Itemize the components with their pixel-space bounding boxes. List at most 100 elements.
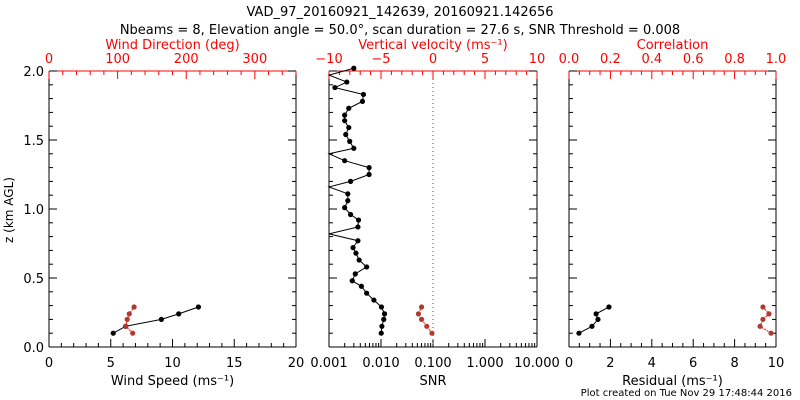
data-point-wind-speed xyxy=(158,316,164,322)
data-point-snr xyxy=(345,191,351,197)
data-point-wind-speed xyxy=(195,304,202,310)
top-x-tick-label: −10 xyxy=(315,52,342,67)
data-point-snr xyxy=(379,323,385,329)
y-tick-label: 2.0 xyxy=(23,65,44,80)
x-tick-label: 10.000 xyxy=(514,356,560,371)
data-point-residual xyxy=(595,316,601,322)
top-x-axis-label: Correlation xyxy=(637,38,709,53)
data-point-correlation xyxy=(768,330,774,336)
data-point-residual xyxy=(576,330,582,336)
top-x-tick-label: 300 xyxy=(242,52,267,67)
data-point-correlation xyxy=(760,304,766,310)
x-tick-label: 5 xyxy=(107,356,115,371)
data-point-residual xyxy=(589,323,595,329)
data-point-snr xyxy=(355,217,362,223)
data-point-snr xyxy=(366,165,372,171)
y-tick-label: 0.0 xyxy=(23,341,44,356)
top-x-tick-label: 0.0 xyxy=(559,52,580,67)
data-point-snr xyxy=(349,278,355,284)
x-axis-label: SNR xyxy=(419,374,446,389)
data-point-snr xyxy=(381,316,387,322)
series-line-residual xyxy=(578,306,610,334)
data-point-wind-direction xyxy=(123,323,129,329)
x-tick-label: 0 xyxy=(45,356,53,371)
data-point-snr xyxy=(381,311,388,317)
data-point-snr xyxy=(346,105,352,111)
x-axis-label: Wind Speed (ms⁻¹) xyxy=(111,374,234,389)
top-x-tick-label: 200 xyxy=(174,52,199,67)
data-point-snr xyxy=(355,224,361,230)
data-point-snr xyxy=(347,138,353,144)
data-point-snr xyxy=(353,250,359,256)
data-point-vertical-velocity xyxy=(418,304,425,310)
top-x-tick-label: 0.4 xyxy=(641,52,662,67)
top-x-tick-label: 0.2 xyxy=(600,52,621,67)
footer-text: Plot created on Tue Nov 29 17:48:44 2016 xyxy=(581,388,792,399)
data-point-snr xyxy=(345,198,351,204)
top-x-tick-label: 0.8 xyxy=(724,52,745,67)
chart-title: VAD_97_20160921_142639, 20160921.142656 xyxy=(247,5,554,20)
data-point-snr xyxy=(344,79,350,85)
y-axis-label: z (km AGL) xyxy=(2,177,16,243)
x-tick-label: 15 xyxy=(226,356,243,371)
data-point-snr xyxy=(364,264,370,270)
data-point-snr xyxy=(378,330,384,336)
data-point-snr xyxy=(351,145,357,151)
series-line-correlation xyxy=(759,306,772,334)
x-axis-label: Residual (ms⁻¹) xyxy=(622,374,723,389)
data-point-snr xyxy=(342,118,348,124)
x-tick-label: 0.001 xyxy=(310,356,347,371)
data-point-snr xyxy=(355,238,361,244)
top-x-tick-label: 10 xyxy=(529,52,546,67)
x-tick-label: 1.000 xyxy=(466,356,503,371)
x-tick-label: 2 xyxy=(606,356,614,371)
x-tick-label: 10 xyxy=(768,356,785,371)
data-point-vertical-velocity xyxy=(429,330,435,336)
data-point-snr xyxy=(364,290,370,296)
data-point-snr xyxy=(366,171,372,178)
data-point-snr xyxy=(332,84,338,91)
top-x-tick-label: 0 xyxy=(429,52,437,67)
data-point-snr xyxy=(350,245,356,251)
data-point-snr xyxy=(342,158,348,164)
x-tick-label: 0 xyxy=(565,356,573,371)
data-point-correlation xyxy=(766,311,772,317)
chart-subtitle: Nbeams = 8, Elevation angle = 50.0°, sca… xyxy=(120,23,680,38)
x-tick-label: 10 xyxy=(164,356,181,371)
top-x-tick-label: 0.6 xyxy=(683,52,704,67)
data-point-wind-direction xyxy=(124,316,130,322)
data-point-snr xyxy=(342,205,348,211)
data-point-residual xyxy=(593,311,599,317)
data-point-wind-direction xyxy=(131,304,137,310)
top-x-tick-label: −5 xyxy=(371,52,390,67)
top-x-axis-label: Vertical velocity (ms⁻¹) xyxy=(358,38,507,53)
data-point-snr xyxy=(343,131,349,138)
x-tick-label: 8 xyxy=(730,356,738,371)
x-tick-label: 0.100 xyxy=(414,356,451,371)
data-point-snr xyxy=(346,124,352,131)
x-tick-label: 0.010 xyxy=(362,356,399,371)
top-x-tick-label: 1.0 xyxy=(766,52,787,67)
data-point-snr xyxy=(351,65,357,71)
top-x-axis-label: Wind Direction (deg) xyxy=(105,38,239,53)
panel-3: 0 2 4 6 8 10 Residual (ms⁻¹) 0.0 0.2 0.4 0.6 0.8 1.0… xyxy=(559,38,787,389)
data-point-snr xyxy=(342,112,348,118)
data-point-snr xyxy=(378,304,385,310)
data-point-snr xyxy=(347,211,354,218)
x-tick-label: 6 xyxy=(689,356,697,371)
x-tick-label: 20 xyxy=(288,356,305,371)
top-x-tick-label: 5 xyxy=(481,52,489,67)
y-tick-label: 1.0 xyxy=(23,203,44,218)
series-line-snr xyxy=(327,67,386,334)
y-tick-label: 0.5 xyxy=(23,272,44,287)
data-point-snr xyxy=(371,297,377,303)
x-tick-label: 4 xyxy=(648,356,656,371)
data-point-wind-direction xyxy=(130,330,136,336)
data-point-correlation xyxy=(757,323,763,329)
data-point-wind-speed xyxy=(110,330,116,336)
data-point-snr xyxy=(359,98,366,104)
data-point-wind-direction xyxy=(126,311,132,317)
